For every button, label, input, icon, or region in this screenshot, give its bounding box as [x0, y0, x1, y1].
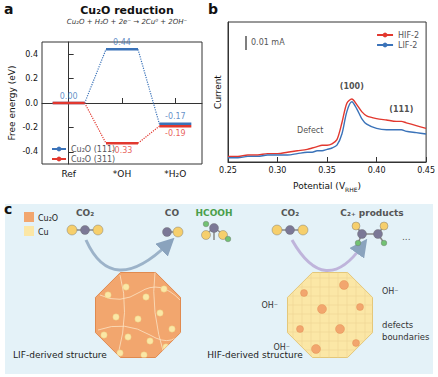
svg-text:*H₂O: *H₂O [164, 169, 186, 179]
svg-text:Cu₂O reduction: Cu₂O reduction [80, 4, 173, 17]
svg-text:0.01 mA: 0.01 mA [251, 38, 285, 47]
svg-text:CO₂: CO₂ [76, 208, 94, 218]
svg-text:C₂₊ products: C₂₊ products [340, 208, 403, 218]
svg-text:(111): (111) [389, 105, 413, 114]
svg-text:b: b [208, 1, 218, 17]
svg-text:0.25: 0.25 [219, 166, 237, 175]
svg-text:Cu₂O + H₂O + 2e⁻ → 2Cu⁰ + 2OH⁻: Cu₂O + H₂O + 2e⁻ → 2Cu⁰ + 2OH⁻ [67, 18, 188, 26]
svg-text:Cu₂O (311): Cu₂O (311) [71, 155, 115, 164]
svg-text:): ) [358, 181, 362, 191]
svg-text:Free energy (eV): Free energy (eV) [7, 66, 17, 141]
svg-text:OH⁻: OH⁻ [261, 301, 278, 310]
svg-text:-0.2: -0.2 [22, 123, 38, 132]
svg-text:Ref: Ref [61, 169, 76, 179]
svg-text:RHE: RHE [345, 186, 358, 193]
svg-text:0.00: 0.00 [60, 92, 78, 101]
svg-text:Cu: Cu [38, 228, 49, 237]
svg-text:LIF-2: LIF-2 [398, 41, 417, 50]
svg-text:OH⁻: OH⁻ [273, 343, 290, 352]
svg-text:-0.19: -0.19 [165, 129, 186, 138]
svg-text:CO₂: CO₂ [281, 208, 299, 218]
svg-text:Defect: Defect [297, 126, 323, 135]
svg-text:0.30: 0.30 [269, 166, 287, 175]
svg-text:OH⁻: OH⁻ [382, 287, 399, 296]
svg-text:-0.33: -0.33 [111, 145, 133, 155]
svg-text:Cu₂O (111): Cu₂O (111) [71, 145, 115, 154]
svg-text:Cu₂O: Cu₂O [38, 214, 58, 223]
svg-text:...: ... [402, 232, 411, 242]
svg-text:Potential (V: Potential (V [293, 181, 346, 191]
svg-text:0.40: 0.40 [368, 166, 386, 175]
svg-text:LIF-derived structure: LIF-derived structure [13, 350, 107, 360]
svg-text:-0.4: -0.4 [22, 147, 38, 156]
svg-text:-0.17: -0.17 [165, 112, 186, 121]
svg-text:CO: CO [165, 208, 180, 218]
svg-text:0.0: 0.0 [25, 99, 38, 108]
svg-text:(100): (100) [340, 82, 364, 91]
svg-text:HIF-derived structure: HIF-derived structure [207, 350, 303, 360]
svg-text:0.45: 0.45 [417, 166, 435, 175]
svg-text:0.44: 0.44 [113, 38, 131, 47]
svg-text:0.2: 0.2 [25, 74, 38, 83]
svg-text:boundaries: boundaries [382, 332, 430, 342]
svg-text:Current: Current [213, 75, 223, 109]
svg-text:HIF-2: HIF-2 [398, 31, 419, 40]
svg-text:c: c [4, 201, 12, 217]
svg-text:HCOOH: HCOOH [196, 208, 233, 218]
svg-text:0.35: 0.35 [318, 166, 336, 175]
svg-text:defects: defects [382, 320, 414, 330]
svg-text:0.4: 0.4 [25, 50, 38, 59]
svg-text:*OH: *OH [113, 169, 131, 179]
svg-text:a: a [4, 1, 13, 17]
